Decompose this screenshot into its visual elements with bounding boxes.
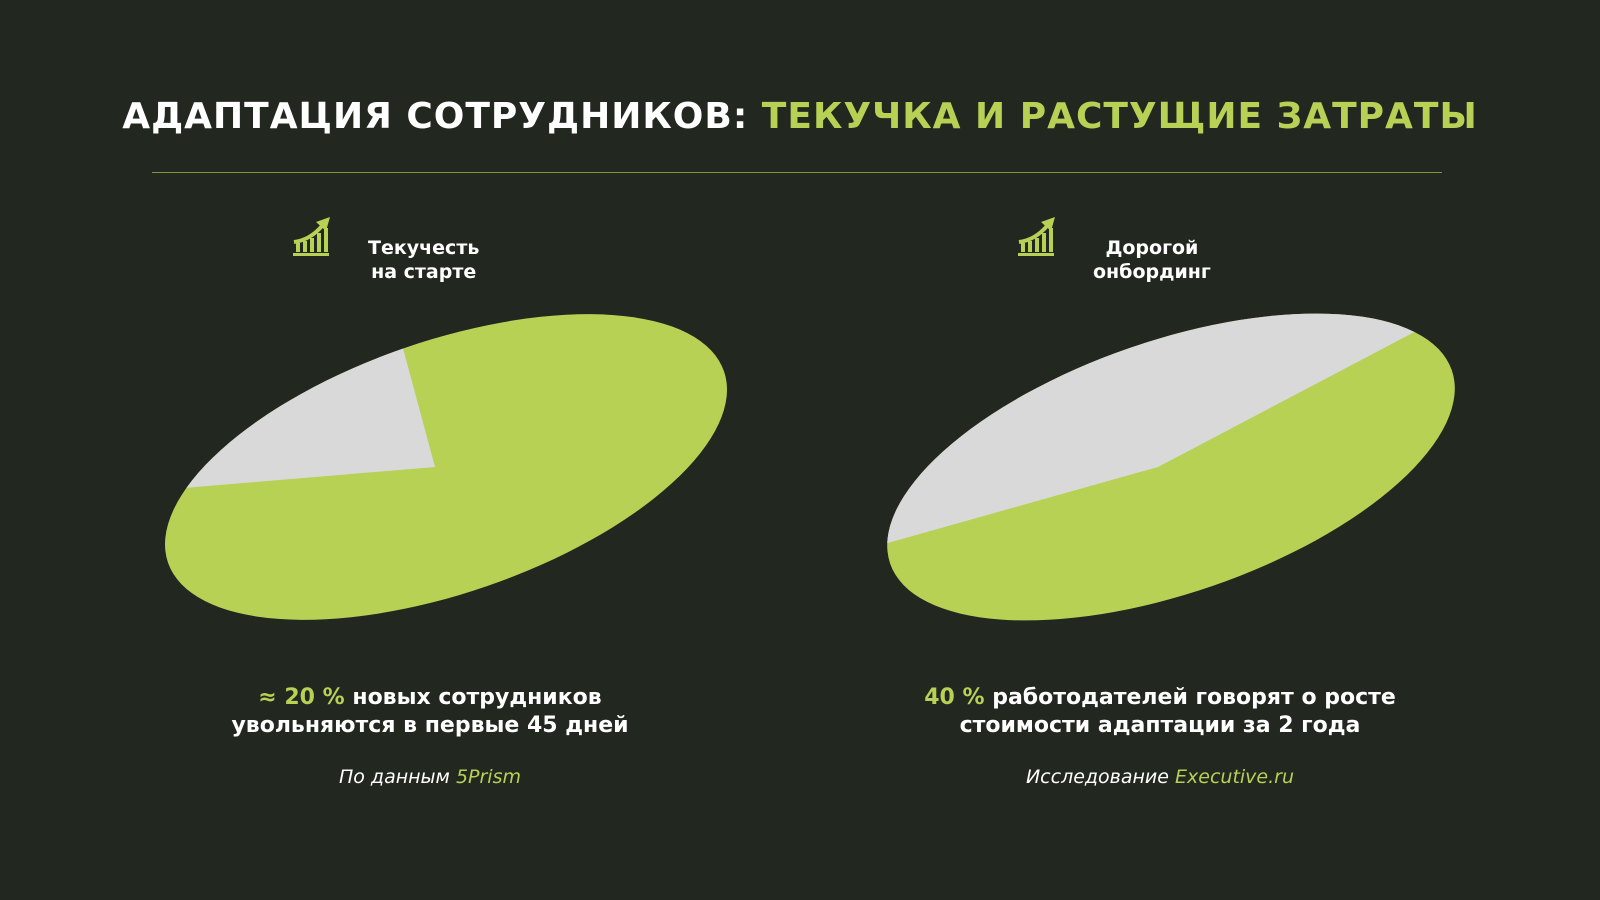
heading-line: онбординг bbox=[1093, 261, 1211, 283]
stat-turnover: ≈ 20 % новых сотрудников увольняются в п… bbox=[150, 684, 710, 740]
trend-up-chart-icon bbox=[1018, 217, 1055, 256]
block-heading: Текучесть на старте bbox=[368, 236, 479, 284]
block-heading: Дорогой онбординг bbox=[1093, 236, 1211, 284]
source-prefix: По данным bbox=[338, 766, 450, 788]
heading-line: на старте bbox=[371, 261, 477, 283]
title-main: АДАПТАЦИЯ СОТРУДНИКОВ: bbox=[122, 96, 749, 137]
stat-onboarding: 40 % работодателей говорят о росте стоим… bbox=[860, 684, 1460, 740]
source-name: 5Prism bbox=[455, 766, 521, 788]
pie-chart-onboarding bbox=[849, 280, 1493, 660]
source-prefix: Исследование bbox=[1025, 766, 1169, 788]
pie-chart-turnover bbox=[126, 280, 766, 660]
stat-number: ≈ 20 % bbox=[258, 685, 345, 710]
pie-slice-20 bbox=[126, 300, 435, 495]
title-accent: ТЕКУЧКА И РАСТУЩИЕ ЗАТРАТЫ bbox=[761, 96, 1478, 137]
source-onboarding: Исследование Executive.ru bbox=[860, 766, 1460, 788]
source-turnover: По данным 5Prism bbox=[150, 766, 710, 788]
title-divider bbox=[152, 172, 1442, 173]
stat-text: работодателей говорят о росте bbox=[984, 685, 1396, 710]
stat-text: стоимости адаптации за 2 года bbox=[959, 713, 1361, 738]
heading-line: Текучесть bbox=[368, 237, 480, 259]
stat-number: 40 % bbox=[924, 685, 985, 710]
trend-up-chart-icon bbox=[293, 217, 330, 256]
heading-line: Дорогой bbox=[1105, 237, 1199, 259]
source-name: Executive.ru bbox=[1175, 766, 1295, 788]
page-title: АДАПТАЦИЯ СОТРУДНИКОВ: ТЕКУЧКА И РАСТУЩИ… bbox=[0, 96, 1600, 137]
block-header-turnover: Текучесть на старте bbox=[292, 216, 479, 284]
stat-text: увольняются в первые 45 дней bbox=[231, 713, 629, 738]
stat-text: новых сотрудников bbox=[344, 685, 602, 710]
block-header-onboarding: Дорогой онбординг bbox=[1017, 216, 1211, 284]
